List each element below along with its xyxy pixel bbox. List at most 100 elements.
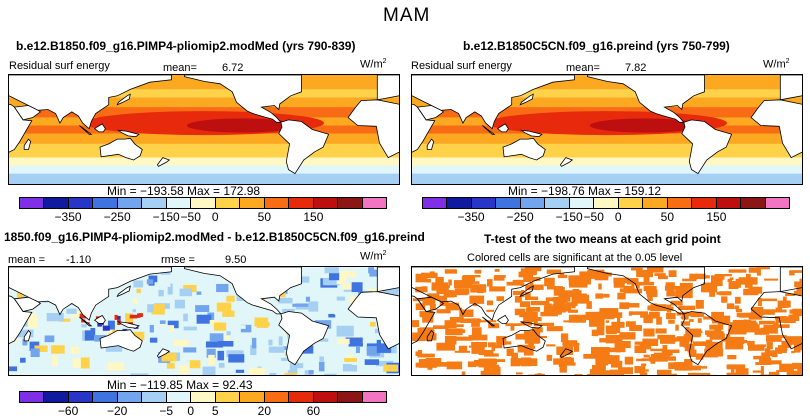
diff-cell: [213, 322, 227, 331]
colorbar-tick-label: 150: [706, 210, 727, 224]
diff-cell: [18, 349, 32, 359]
panel1-colorbar: [19, 197, 387, 209]
sig-cell: [529, 282, 534, 287]
sig-cell: [766, 341, 773, 350]
sig-cell: [789, 270, 795, 276]
sig-cell: [523, 331, 541, 340]
sig-cell: [487, 279, 493, 287]
diff-cell: [262, 334, 275, 340]
sig-cell: [682, 278, 697, 282]
sig-cell: [456, 336, 474, 341]
sig-cell: [648, 313, 657, 319]
panel3-mean-label: mean =: [8, 254, 45, 266]
sig-cell: [510, 358, 526, 364]
sig-cell: [462, 275, 481, 278]
sig-cell: [761, 352, 775, 357]
sig-cell: [779, 363, 794, 372]
sig-cell: [417, 353, 435, 358]
panel3-mean-value: -1.10: [66, 254, 92, 266]
sig-cell: [415, 286, 425, 293]
sig-cell: [646, 267, 664, 273]
sig-cell: [655, 328, 667, 334]
sig-cell: [756, 268, 761, 276]
sig-cell: [727, 328, 741, 332]
sig-cell: [689, 273, 697, 280]
diff-cell: [261, 310, 275, 315]
sig-cell: [419, 311, 434, 317]
diff-cell: [216, 283, 229, 293]
sig-cell: [634, 366, 646, 374]
sig-cell: [727, 278, 733, 282]
sig-cell: [489, 286, 506, 292]
coastline-eurasia: [376, 267, 399, 293]
diff-cell: [44, 335, 55, 343]
diff-cell: [87, 339, 96, 347]
colorbar-tick-label: −250: [506, 210, 534, 224]
colorbar-cell: [264, 198, 290, 208]
diff-cell: [202, 366, 216, 375]
panel1-colorbar-ticks: −350 −250 −150 −50 0 50 150: [19, 210, 387, 224]
sig-cell: [768, 335, 787, 339]
colorbar-cell: [68, 198, 94, 208]
sig-cell: [545, 297, 558, 302]
sig-cell: [553, 299, 566, 308]
colorbar-cell: [362, 392, 387, 402]
sig-cell: [773, 324, 790, 328]
diff-cell: [143, 342, 154, 349]
diff-cell: [328, 313, 336, 318]
diff-cell: [366, 339, 381, 351]
diff-cell: [84, 330, 95, 341]
sig-cell: [591, 364, 606, 373]
sig-cell: [578, 275, 591, 285]
panel2-subtitle: b.e12.B1850C5CN.f09_g16.preind (yrs 750-…: [463, 39, 730, 53]
sig-cell: [486, 309, 495, 312]
sig-cell: [636, 358, 646, 362]
diff-cell: [364, 359, 380, 365]
field-band: [9, 133, 399, 144]
sig-cell: [790, 270, 802, 273]
colorbar-tick-label: −20: [106, 404, 128, 418]
sig-cell: [470, 284, 487, 293]
diff-cell: [329, 365, 347, 375]
diff-cell: [336, 325, 354, 337]
diff-cell: [154, 326, 171, 334]
sig-cell: [778, 345, 783, 354]
diff-cell: [362, 335, 377, 344]
sig-cell: [699, 354, 719, 358]
diff-cell: [70, 346, 80, 355]
diff-cell: [324, 373, 337, 375]
diff-cell: [272, 335, 279, 346]
diff-cell: [82, 346, 95, 358]
diff-cell: [268, 316, 280, 323]
sig-cell: [448, 324, 464, 328]
diff-cell: [228, 354, 245, 363]
colorbar-tick-label: 0: [211, 210, 219, 224]
sig-cell: [758, 297, 762, 307]
diff-cell: [269, 326, 286, 337]
sig-cell: [676, 336, 693, 342]
sig-cell: [546, 286, 563, 290]
eastern-pacific-max: [589, 118, 700, 133]
sig-cell: [574, 374, 583, 375]
sig-cell: [758, 298, 778, 302]
colorbar-cell: [447, 198, 472, 208]
sig-cell: [527, 307, 540, 312]
sig-cell: [650, 348, 667, 352]
sig-cell: [721, 296, 728, 303]
sig-cell: [783, 316, 796, 324]
sig-cell: [793, 343, 801, 353]
sig-cell: [425, 278, 431, 283]
diff-strong-cell: [129, 315, 138, 319]
sig-cell: [668, 356, 676, 361]
coastline-borneo: [93, 123, 106, 133]
sig-cell: [735, 308, 743, 313]
sig-cell: [506, 281, 524, 286]
field-band: [9, 97, 399, 108]
colorbar-cell: [20, 392, 45, 402]
diff-cell: [318, 361, 325, 372]
diff-cell: [226, 331, 231, 336]
panel3-minmax: Min = −119.85 Max = 92.43: [107, 378, 253, 392]
sig-cell: [662, 345, 668, 352]
field-band: [412, 97, 802, 108]
diff-cell: [107, 320, 115, 330]
